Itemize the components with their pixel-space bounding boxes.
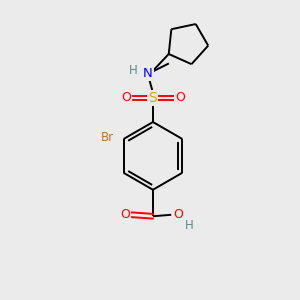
Text: O: O	[120, 208, 130, 221]
Text: O: O	[175, 92, 185, 104]
Text: N: N	[143, 67, 152, 80]
Text: O: O	[121, 92, 131, 104]
Text: O: O	[174, 208, 184, 221]
Text: H: H	[185, 219, 194, 232]
Text: H: H	[128, 64, 137, 77]
Text: Br: Br	[101, 131, 114, 144]
Text: S: S	[148, 91, 157, 105]
